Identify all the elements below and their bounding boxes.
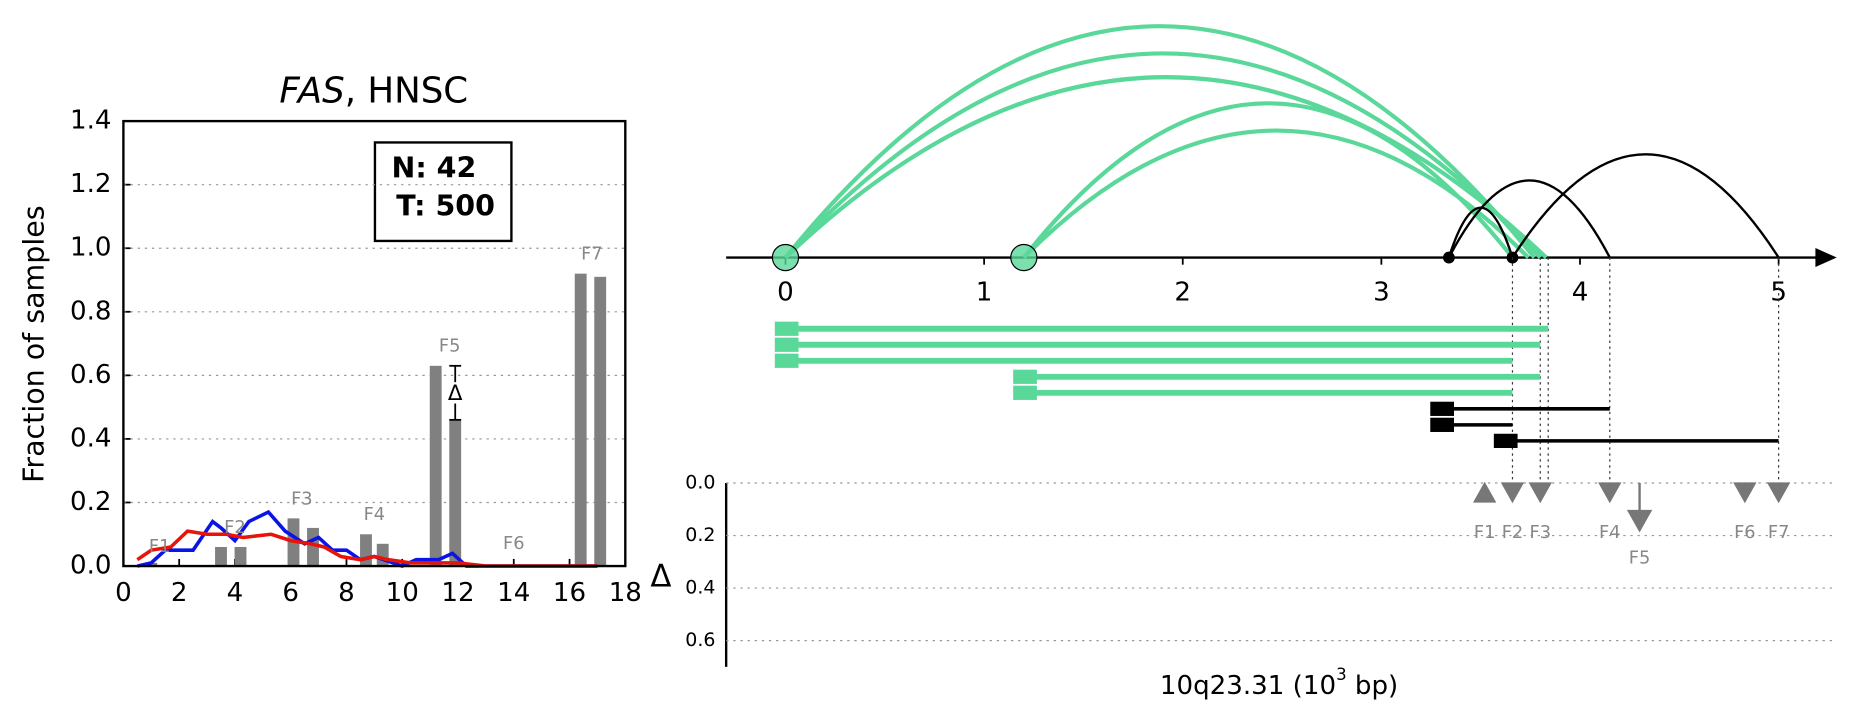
transcript-start — [774, 337, 799, 352]
y-tick-label: 0.0 — [70, 551, 112, 581]
arc-site — [1010, 243, 1038, 272]
splice-arc — [1022, 101, 1515, 259]
bar-label: F7 — [581, 244, 603, 265]
marker-label: F3 — [1529, 522, 1551, 543]
marker-label: F2 — [1502, 522, 1524, 543]
bar-label: F4 — [364, 504, 386, 525]
x-tick-label: 18 — [609, 578, 642, 608]
marker-arrow — [1626, 482, 1653, 533]
x-label-part: bp) — [1347, 670, 1399, 700]
bar — [307, 527, 319, 567]
x-tick-label: 8 — [338, 578, 355, 608]
x-tick-label: 6 — [282, 578, 299, 608]
delta-label: Δ — [448, 381, 463, 406]
x-axis-label: 10q23.31 (103 bp) — [1160, 665, 1398, 701]
x-tick-label: 16 — [553, 578, 586, 608]
y-tick-label: 0.2 — [70, 487, 112, 517]
marker-label: F1 — [1474, 522, 1496, 543]
marker-label: F4 — [1599, 522, 1621, 543]
legend-box — [373, 141, 513, 243]
marker-down — [1500, 482, 1525, 504]
y-tick-label: 1.2 — [70, 169, 112, 199]
x-tick-label: 14 — [497, 578, 530, 608]
y-tick-label: 0.4 — [685, 577, 715, 599]
arc-site — [771, 243, 800, 272]
title-rest: , HNSC — [345, 71, 468, 112]
splice-arc — [1447, 179, 1611, 259]
bar-label: F5 — [439, 336, 461, 357]
bar — [376, 543, 389, 567]
bar — [594, 276, 607, 567]
splice-arc — [783, 51, 1542, 259]
x-tick-label: 2 — [171, 578, 188, 608]
arc-site — [1442, 251, 1455, 264]
x-tick-label: 0 — [115, 578, 132, 608]
marker-up — [1472, 481, 1497, 503]
x-label-part: 10q23.31 (10 — [1160, 670, 1336, 700]
splice-arc — [1022, 128, 1530, 260]
bar — [360, 534, 372, 567]
marker-label: F7 — [1768, 522, 1790, 543]
splice-arc — [784, 75, 1548, 260]
marker-down — [1598, 482, 1622, 504]
x-tick-label: 2 — [1174, 278, 1191, 308]
transcript-start — [1430, 401, 1455, 416]
bar — [215, 546, 227, 567]
bar-label: F1 — [149, 536, 171, 557]
x-label-sup: 3 — [1336, 665, 1347, 684]
x-tick-label: 3 — [1373, 278, 1390, 308]
y-tick-label: 1.4 — [70, 106, 112, 136]
y-tick-label: 0.0 — [685, 471, 715, 493]
marker-down — [1528, 482, 1552, 504]
chart-title: FAS, HNSC — [279, 71, 468, 112]
transcript-start — [1430, 417, 1455, 432]
x-tick-label: 5 — [1770, 278, 1787, 308]
transcript-start — [774, 353, 799, 368]
y-tick-label: 0.4 — [70, 423, 112, 453]
bar — [429, 365, 442, 567]
y-axis-label: Fraction of samples — [18, 205, 51, 483]
axis-arrow — [1815, 248, 1837, 268]
x-tick-label: 1 — [976, 278, 993, 308]
bar-label: F6 — [503, 533, 525, 554]
bar — [574, 273, 587, 567]
transcript-start — [1013, 385, 1037, 400]
transcript-start — [1493, 433, 1518, 448]
line-series — [136, 509, 598, 568]
y-tick-label: 0.2 — [685, 524, 715, 546]
transcript-start — [1013, 369, 1037, 384]
bar-label: F3 — [291, 488, 313, 509]
x-tick-label: 12 — [441, 578, 474, 608]
bar — [234, 546, 247, 567]
y-tick-label: 0.8 — [70, 296, 112, 326]
x-tick-label: 4 — [227, 578, 244, 608]
transcript-start — [774, 321, 799, 336]
splice-arc — [1511, 153, 1780, 259]
bar-label: F2 — [224, 517, 246, 538]
line-series — [136, 529, 598, 568]
plot-frame — [122, 119, 627, 568]
legend-text: N: 42 — [392, 152, 477, 185]
bar — [449, 419, 462, 567]
y-tick-label: 0.6 — [70, 360, 112, 390]
x-tick-label: 0 — [777, 278, 794, 308]
marker-down — [1766, 482, 1791, 504]
marker-label: F5 — [1629, 548, 1651, 569]
marker-label: F6 — [1734, 522, 1756, 543]
marker-down — [1733, 482, 1757, 504]
x-tick-label: 10 — [386, 578, 419, 608]
y-tick-label: 0.6 — [685, 629, 715, 651]
y-tick-label: 1.0 — [70, 233, 112, 263]
legend-text: T: 500 — [396, 190, 495, 223]
title-gene: FAS — [279, 71, 344, 112]
x-tick-label: 4 — [1572, 278, 1589, 308]
delta-label-bg — [445, 382, 465, 404]
delta-axis-label: Δ — [650, 558, 671, 594]
splice-arc — [783, 24, 1536, 259]
